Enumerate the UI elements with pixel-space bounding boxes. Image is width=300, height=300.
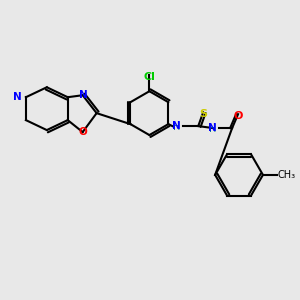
Text: Cl: Cl bbox=[143, 72, 155, 82]
Text: N: N bbox=[172, 121, 181, 131]
Text: CH₃: CH₃ bbox=[278, 170, 296, 180]
Text: H: H bbox=[173, 122, 180, 132]
Text: N: N bbox=[79, 90, 88, 100]
Text: S: S bbox=[199, 109, 207, 119]
Text: H: H bbox=[208, 124, 216, 134]
Text: N: N bbox=[13, 92, 22, 102]
Text: O: O bbox=[78, 127, 87, 137]
Text: N: N bbox=[208, 123, 217, 133]
Text: O: O bbox=[233, 111, 243, 121]
